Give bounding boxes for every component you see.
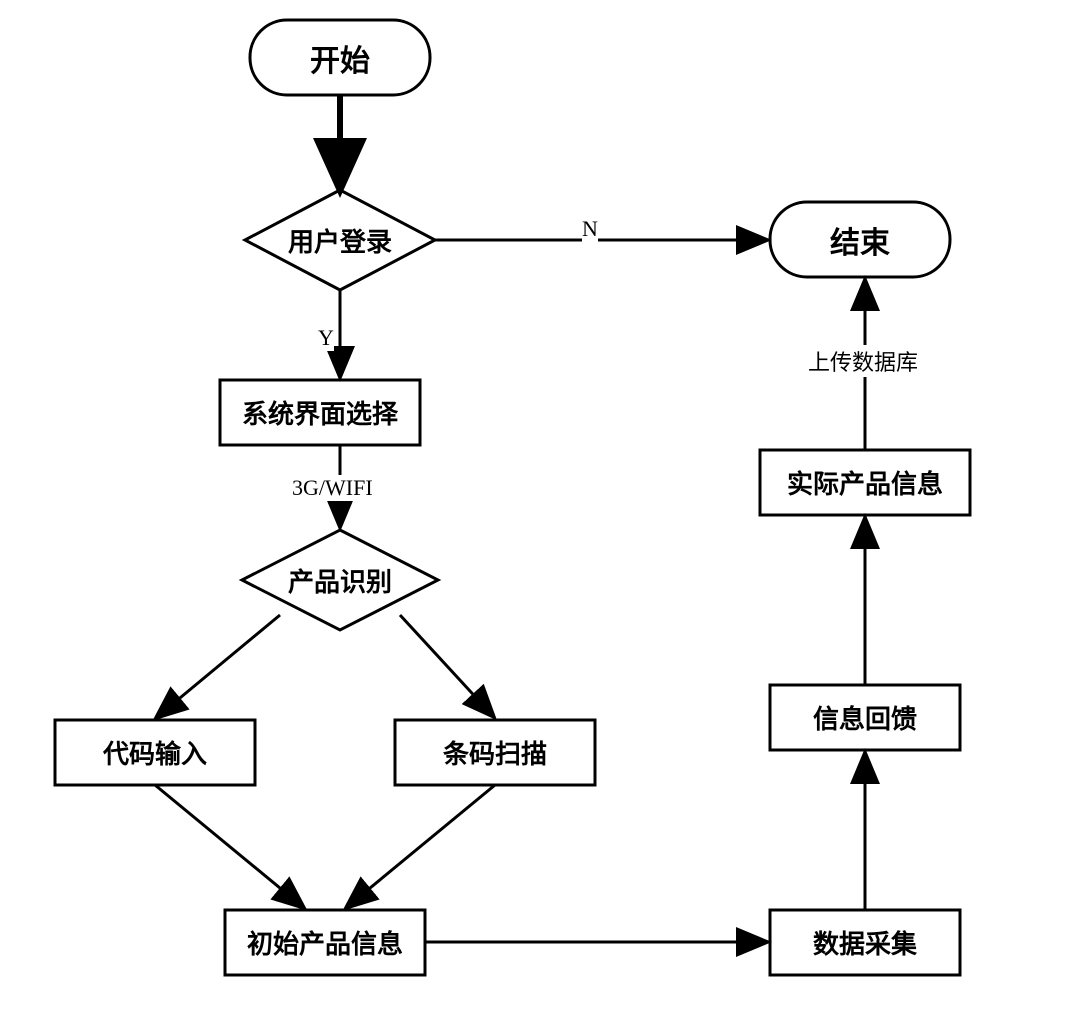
label-recognize: 产品识别 (242, 530, 438, 630)
label-initial: 初始产品信息 (225, 910, 425, 975)
edge-recognize-codeinput (157, 615, 280, 717)
label-code-input: 代码输入 (55, 720, 255, 785)
edge-codeinput-initial (155, 785, 303, 907)
label-start: 开始 (250, 20, 430, 95)
label-barcode: 条码扫描 (395, 720, 595, 785)
label-end: 结束 (770, 202, 950, 277)
edge-label-n: N (582, 216, 598, 242)
label-collect: 数据采集 (770, 910, 960, 975)
label-login: 用户登录 (245, 190, 435, 290)
edge-recognize-barcode (400, 615, 493, 716)
edge-label-3gwifi: 3G/WIFI (292, 475, 373, 501)
label-feedback: 信息回馈 (770, 685, 960, 750)
edge-label-y: Y (318, 325, 334, 351)
edge-label-upload: 上传数据库 (808, 345, 918, 377)
edge-barcode-initial (347, 785, 495, 907)
label-actual: 实际产品信息 (760, 450, 970, 515)
label-select: 系统界面选择 (220, 380, 420, 445)
